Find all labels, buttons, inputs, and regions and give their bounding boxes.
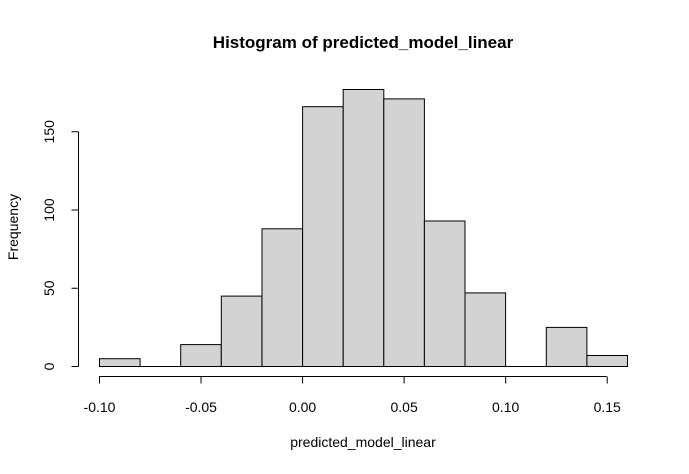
histogram-bar bbox=[99, 358, 141, 368]
histogram-bar bbox=[423, 220, 466, 367]
histogram-bar bbox=[383, 98, 425, 368]
histogram-bar bbox=[586, 355, 629, 367]
y-tick-label: 150 bbox=[41, 120, 57, 144]
y-axis: 0 50 100 150 bbox=[41, 120, 79, 370]
x-axis: -0.10 -0.05 0.00 0.05 0.10 0.15 bbox=[84, 376, 621, 415]
histogram-bar bbox=[180, 344, 222, 368]
x-tick-label: 0.00 bbox=[289, 399, 316, 415]
histogram-bar bbox=[220, 295, 263, 368]
histogram-bar bbox=[302, 106, 344, 367]
histogram-bar bbox=[545, 326, 588, 367]
y-axis-label: Frequency bbox=[5, 194, 21, 260]
y-tick-label: 50 bbox=[41, 280, 57, 296]
histogram-bar bbox=[261, 228, 304, 367]
x-tick-label: -0.10 bbox=[84, 399, 116, 415]
histogram-bar bbox=[464, 292, 507, 367]
x-tick-label: 0.10 bbox=[492, 399, 519, 415]
y-tick-label: 0 bbox=[41, 362, 57, 370]
x-tick-label: 0.15 bbox=[594, 399, 621, 415]
bars-group bbox=[99, 89, 629, 368]
x-tick-label: 0.05 bbox=[390, 399, 417, 415]
chart-title: Histogram of predicted_model_linear bbox=[213, 33, 514, 52]
histogram-bar bbox=[342, 89, 385, 367]
x-axis-label: predicted_model_linear bbox=[290, 434, 436, 450]
y-tick-label: 100 bbox=[41, 198, 57, 222]
x-tick-label: -0.05 bbox=[185, 399, 217, 415]
